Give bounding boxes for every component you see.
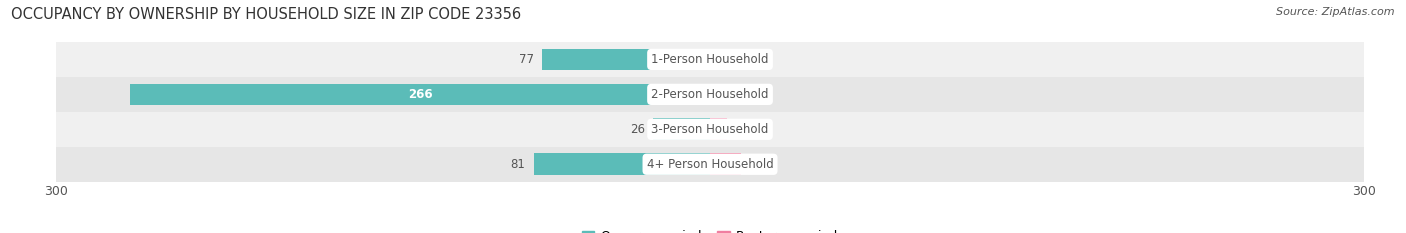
Text: Source: ZipAtlas.com: Source: ZipAtlas.com bbox=[1277, 7, 1395, 17]
Bar bbox=[56, 147, 1364, 182]
Bar bbox=[710, 49, 727, 70]
Text: 4+ Person Household: 4+ Person Household bbox=[647, 158, 773, 171]
Text: 266: 266 bbox=[408, 88, 433, 101]
Bar bbox=[710, 118, 727, 140]
Text: 1-Person Household: 1-Person Household bbox=[651, 53, 769, 66]
Text: 16: 16 bbox=[754, 88, 769, 101]
Bar bbox=[56, 112, 1364, 147]
Text: 81: 81 bbox=[510, 158, 524, 171]
Bar bbox=[131, 84, 710, 105]
Legend: Owner-occupied, Renter-occupied: Owner-occupied, Renter-occupied bbox=[576, 225, 844, 233]
Text: 3-Person Household: 3-Person Household bbox=[651, 123, 769, 136]
Bar bbox=[654, 118, 710, 140]
Bar bbox=[533, 154, 710, 175]
Text: 77: 77 bbox=[519, 53, 533, 66]
Text: 0: 0 bbox=[737, 123, 744, 136]
Bar bbox=[543, 49, 710, 70]
Text: 26: 26 bbox=[630, 123, 644, 136]
Bar bbox=[56, 77, 1364, 112]
Text: 14: 14 bbox=[749, 158, 765, 171]
Bar bbox=[710, 154, 741, 175]
Bar bbox=[710, 84, 745, 105]
Bar bbox=[56, 42, 1364, 77]
Text: OCCUPANCY BY OWNERSHIP BY HOUSEHOLD SIZE IN ZIP CODE 23356: OCCUPANCY BY OWNERSHIP BY HOUSEHOLD SIZE… bbox=[11, 7, 522, 22]
Text: 0: 0 bbox=[737, 53, 744, 66]
Text: 2-Person Household: 2-Person Household bbox=[651, 88, 769, 101]
